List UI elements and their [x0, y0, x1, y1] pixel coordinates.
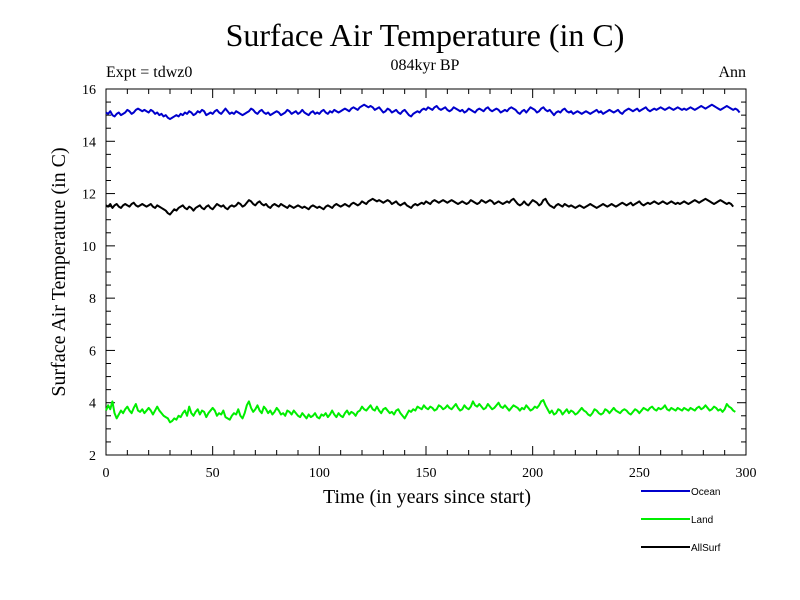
x-tick-label: 150 — [416, 466, 437, 481]
x-tick-label: 300 — [736, 466, 757, 481]
y-tick-label: 12 — [82, 188, 96, 203]
y-tick-label: 16 — [82, 83, 96, 98]
y-tick-label: 14 — [82, 135, 96, 150]
y-tick-label: 6 — [89, 344, 96, 359]
series-layer — [105, 103, 741, 424]
x-tick-label: 250 — [629, 466, 650, 481]
legend-label-land: Land — [691, 515, 713, 526]
season-label: Ann — [718, 64, 746, 81]
legend-label-ocean: Ocean — [691, 487, 720, 498]
series-line-allsurf — [105, 197, 734, 216]
x-tick-label: 0 — [103, 466, 110, 481]
y-tick-label: 8 — [89, 292, 96, 307]
y-tick-label: 2 — [89, 449, 96, 464]
y-tick-label: 10 — [82, 240, 96, 255]
x-axis-label: Time (in years since start) — [323, 486, 531, 508]
y-tick-label: 4 — [89, 397, 96, 412]
series-line-ocean — [105, 103, 741, 121]
x-tick-label: 200 — [522, 466, 543, 481]
legend-label-allsurf: AllSurf — [691, 543, 721, 554]
experiment-label: Expt = tdwz0 — [106, 64, 192, 81]
legend: Ocean Land AllSurf — [641, 487, 721, 554]
plot-frame — [105, 88, 747, 456]
series-line-land — [105, 399, 736, 424]
x-tick-label: 50 — [206, 466, 220, 481]
y-axis-label: Surface Air Temperature (in C) — [48, 147, 70, 396]
x-axis: 0 50 100 150 200 250 300 — [103, 89, 757, 481]
x-tick-label: 100 — [309, 466, 330, 481]
chart-title: Surface Air Temperature (in C) — [226, 17, 625, 53]
y-axis: 2 4 6 8 10 12 14 16 — [82, 83, 746, 464]
chart-subtitle: 084kyr BP — [391, 57, 460, 74]
